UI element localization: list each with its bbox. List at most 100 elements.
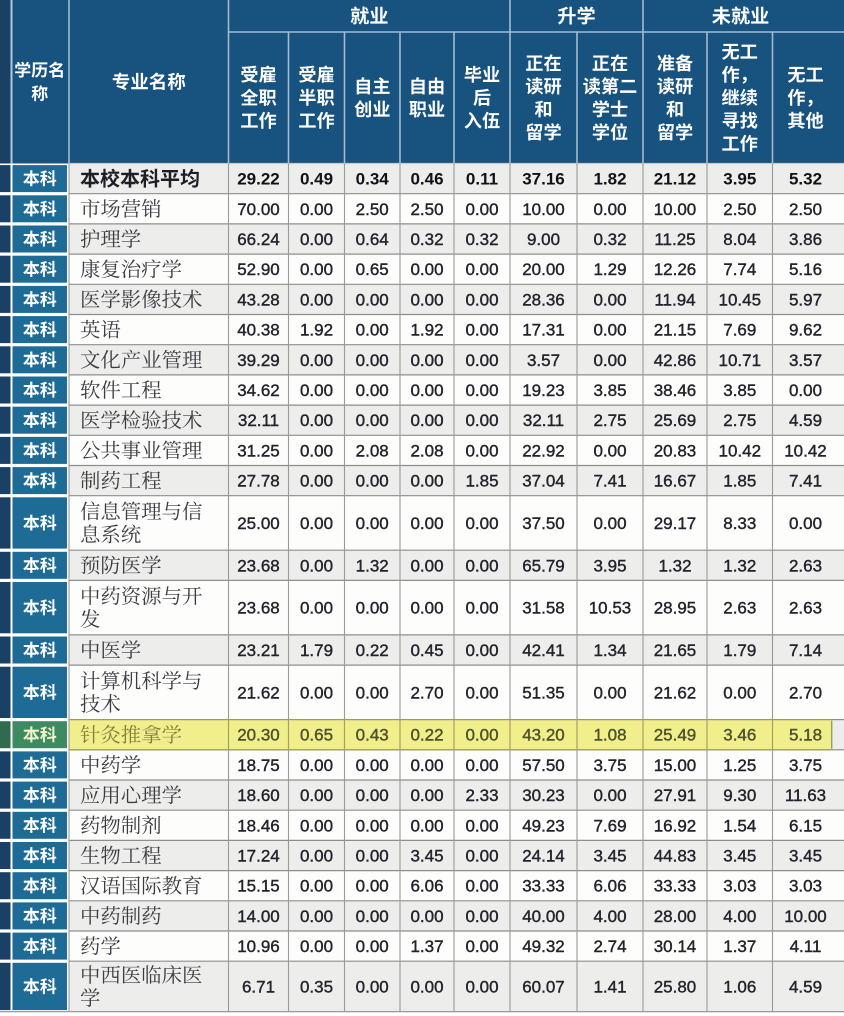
svg-text:0.00: 0.00 bbox=[465, 683, 498, 702]
svg-text:6.15: 6.15 bbox=[789, 816, 822, 835]
svg-text:37.50: 37.50 bbox=[522, 514, 565, 533]
svg-text:0.00: 0.00 bbox=[465, 816, 498, 835]
svg-text:3.95: 3.95 bbox=[723, 170, 756, 189]
svg-text:8.04: 8.04 bbox=[723, 230, 756, 249]
svg-text:7.14: 7.14 bbox=[789, 641, 822, 660]
svg-text:57.50: 57.50 bbox=[522, 756, 565, 775]
svg-text:22.92: 22.92 bbox=[522, 441, 565, 460]
svg-text:0.00: 0.00 bbox=[300, 514, 333, 533]
svg-text:2.50: 2.50 bbox=[410, 200, 443, 219]
svg-text:9.30: 9.30 bbox=[723, 786, 756, 805]
svg-text:0.00: 0.00 bbox=[356, 683, 389, 702]
svg-text:8.33: 8.33 bbox=[723, 514, 756, 533]
svg-text:0.00: 0.00 bbox=[410, 290, 443, 309]
svg-text:0.00: 0.00 bbox=[465, 907, 498, 926]
svg-text:0.00: 0.00 bbox=[789, 514, 822, 533]
svg-text:20.00: 20.00 bbox=[522, 260, 565, 279]
svg-text:16.92: 16.92 bbox=[654, 816, 697, 835]
svg-text:3.75: 3.75 bbox=[593, 756, 626, 775]
svg-text:0.49: 0.49 bbox=[300, 170, 333, 189]
svg-text:40.38: 40.38 bbox=[237, 321, 280, 340]
svg-text:3.75: 3.75 bbox=[789, 756, 822, 775]
svg-text:15.00: 15.00 bbox=[654, 756, 697, 775]
svg-text:3.45: 3.45 bbox=[723, 847, 756, 866]
svg-text:20.30: 20.30 bbox=[237, 726, 280, 745]
svg-text:1.32: 1.32 bbox=[356, 556, 389, 575]
svg-text:27.91: 27.91 bbox=[654, 786, 697, 805]
svg-text:49.23: 49.23 bbox=[522, 816, 565, 835]
svg-text:0.00: 0.00 bbox=[300, 756, 333, 775]
svg-text:9.62: 9.62 bbox=[789, 321, 822, 340]
svg-text:0.00: 0.00 bbox=[356, 472, 389, 491]
svg-text:0.00: 0.00 bbox=[465, 556, 498, 575]
svg-text:0.00: 0.00 bbox=[465, 877, 498, 896]
svg-text:5.16: 5.16 bbox=[789, 260, 822, 279]
svg-text:0.65: 0.65 bbox=[300, 726, 333, 745]
svg-text:0.00: 0.00 bbox=[465, 847, 498, 866]
svg-text:0.00: 0.00 bbox=[410, 260, 443, 279]
svg-text:1.79: 1.79 bbox=[723, 641, 756, 660]
svg-text:6.06: 6.06 bbox=[410, 877, 443, 896]
svg-text:0.00: 0.00 bbox=[300, 786, 333, 805]
svg-text:19.23: 19.23 bbox=[522, 381, 565, 400]
svg-text:0.00: 0.00 bbox=[300, 599, 333, 618]
svg-text:21.65: 21.65 bbox=[654, 641, 697, 660]
svg-text:43.28: 43.28 bbox=[237, 290, 280, 309]
svg-text:1.41: 1.41 bbox=[593, 978, 626, 997]
svg-text:29.17: 29.17 bbox=[654, 514, 697, 533]
svg-text:0.00: 0.00 bbox=[300, 472, 333, 491]
svg-text:42.86: 42.86 bbox=[654, 351, 697, 370]
svg-text:0.43: 0.43 bbox=[356, 726, 389, 745]
svg-text:39.29: 39.29 bbox=[237, 351, 280, 370]
svg-text:37.16: 37.16 bbox=[522, 170, 565, 189]
svg-text:24.14: 24.14 bbox=[522, 847, 565, 866]
svg-text:0.00: 0.00 bbox=[410, 756, 443, 775]
svg-text:0.00: 0.00 bbox=[465, 321, 498, 340]
svg-text:10.71: 10.71 bbox=[719, 351, 762, 370]
svg-text:0.00: 0.00 bbox=[410, 978, 443, 997]
svg-text:0.00: 0.00 bbox=[300, 200, 333, 219]
svg-text:2.50: 2.50 bbox=[723, 200, 756, 219]
svg-text:15.15: 15.15 bbox=[237, 877, 280, 896]
svg-text:0.00: 0.00 bbox=[593, 200, 626, 219]
svg-text:0.00: 0.00 bbox=[300, 683, 333, 702]
svg-text:6.71: 6.71 bbox=[242, 978, 275, 997]
svg-text:0.00: 0.00 bbox=[465, 351, 498, 370]
svg-text:31.58: 31.58 bbox=[522, 599, 565, 618]
svg-text:0.00: 0.00 bbox=[410, 556, 443, 575]
svg-text:33.33: 33.33 bbox=[522, 877, 565, 896]
svg-text:1.79: 1.79 bbox=[300, 641, 333, 660]
svg-text:0.00: 0.00 bbox=[410, 816, 443, 835]
svg-text:0.64: 0.64 bbox=[356, 230, 389, 249]
svg-text:0.00: 0.00 bbox=[410, 472, 443, 491]
svg-text:0.00: 0.00 bbox=[593, 321, 626, 340]
svg-text:0.00: 0.00 bbox=[300, 937, 333, 956]
svg-text:0.00: 0.00 bbox=[789, 381, 822, 400]
svg-text:10.96: 10.96 bbox=[237, 937, 280, 956]
svg-text:17.31: 17.31 bbox=[522, 321, 565, 340]
svg-text:0.22: 0.22 bbox=[410, 726, 443, 745]
svg-text:3.57: 3.57 bbox=[527, 351, 560, 370]
svg-text:70.00: 70.00 bbox=[237, 200, 280, 219]
svg-text:0.00: 0.00 bbox=[465, 441, 498, 460]
svg-text:1.29: 1.29 bbox=[593, 260, 626, 279]
svg-text:0.34: 0.34 bbox=[356, 170, 390, 189]
svg-text:1.25: 1.25 bbox=[723, 756, 756, 775]
svg-text:2.33: 2.33 bbox=[465, 786, 498, 805]
svg-text:2.63: 2.63 bbox=[789, 556, 822, 575]
svg-text:23.21: 23.21 bbox=[237, 641, 280, 660]
svg-text:0.00: 0.00 bbox=[356, 756, 389, 775]
svg-text:28.95: 28.95 bbox=[654, 599, 697, 618]
svg-text:27.78: 27.78 bbox=[237, 472, 280, 491]
svg-text:0.00: 0.00 bbox=[300, 290, 333, 309]
svg-text:33.33: 33.33 bbox=[654, 877, 697, 896]
svg-text:3.45: 3.45 bbox=[593, 847, 626, 866]
svg-text:2.50: 2.50 bbox=[356, 200, 389, 219]
svg-text:2.74: 2.74 bbox=[593, 937, 626, 956]
svg-text:0.00: 0.00 bbox=[593, 351, 626, 370]
svg-text:25.00: 25.00 bbox=[237, 514, 280, 533]
svg-text:34.62: 34.62 bbox=[237, 381, 280, 400]
svg-text:17.24: 17.24 bbox=[237, 847, 280, 866]
svg-text:2.50: 2.50 bbox=[789, 200, 822, 219]
svg-text:11.25: 11.25 bbox=[654, 230, 695, 249]
